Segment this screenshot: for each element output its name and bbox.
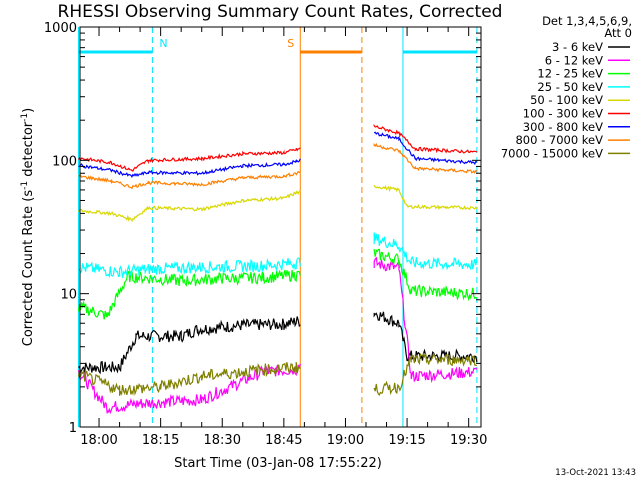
interval-label: N bbox=[159, 37, 167, 50]
y-axis-label-main: Corrected Count Rate (s bbox=[21, 190, 36, 347]
x-tick-label: 19:30 bbox=[450, 433, 487, 448]
x-tick-label: 18:45 bbox=[265, 433, 302, 448]
y-axis-label-end: ) bbox=[21, 108, 36, 113]
legend-label: 300 - 800 keV bbox=[523, 120, 603, 134]
x-tick-label: 19:00 bbox=[327, 433, 364, 448]
y-tick-label: 1000 bbox=[44, 21, 77, 36]
legend-label: 50 - 100 keV bbox=[530, 93, 603, 107]
legend-label: 7000 - 15000 keV bbox=[501, 146, 603, 160]
legend-label: 25 - 50 keV bbox=[537, 80, 603, 94]
legend-label: 12 - 25 keV bbox=[537, 67, 603, 81]
x-tick-label: 19:15 bbox=[388, 433, 425, 448]
interval-label: S bbox=[287, 37, 294, 50]
series-line bbox=[78, 232, 478, 279]
chart-title: RHESSI Observing Summary Count Rates, Co… bbox=[58, 2, 503, 22]
footer-date: 13-Oct-2021 13:43 bbox=[555, 468, 636, 478]
x-tick-label: 18:15 bbox=[142, 433, 179, 448]
series-line bbox=[78, 131, 478, 179]
y-axis-label-sup1: -1 bbox=[20, 181, 30, 190]
y-axis: 1 10 100 1000 bbox=[44, 21, 481, 436]
legend-label: 100 - 300 keV bbox=[523, 107, 603, 121]
legend-title-line2: Att 0 bbox=[604, 26, 632, 40]
x-axis-label: Start Time (03-Jan-08 17:55:22) bbox=[174, 456, 382, 471]
legend-label: 3 - 6 keV bbox=[552, 40, 603, 54]
legend-label: 800 - 7000 keV bbox=[515, 133, 603, 147]
legend-title-line1: Det 1,3,4,5,6,9, bbox=[542, 14, 632, 28]
y-axis-label: Corrected Count Rate (s-1 detector-1) bbox=[20, 108, 36, 346]
y-axis-label-sup2: -1 bbox=[20, 113, 30, 122]
x-tick-label: 18:30 bbox=[204, 433, 241, 448]
series-line bbox=[78, 311, 478, 375]
plot-frame bbox=[79, 26, 482, 428]
y-tick-label: 10 bbox=[60, 288, 77, 303]
series-line bbox=[77, 248, 478, 320]
series-line bbox=[77, 123, 478, 172]
legend-label: 6 - 12 keV bbox=[545, 53, 603, 67]
y-axis-label-mid: detector bbox=[21, 121, 36, 181]
series-line bbox=[77, 352, 478, 396]
x-axis: 18:00 18:15 18:30 18:45 19:00 19:15 19:30 bbox=[80, 27, 487, 448]
series-line bbox=[78, 142, 478, 189]
x-tick-label: 18:00 bbox=[80, 433, 117, 448]
series-line bbox=[77, 185, 478, 223]
y-tick-label: 100 bbox=[52, 154, 77, 169]
series-group bbox=[77, 123, 478, 415]
y-tick-label: 1 bbox=[69, 421, 77, 436]
